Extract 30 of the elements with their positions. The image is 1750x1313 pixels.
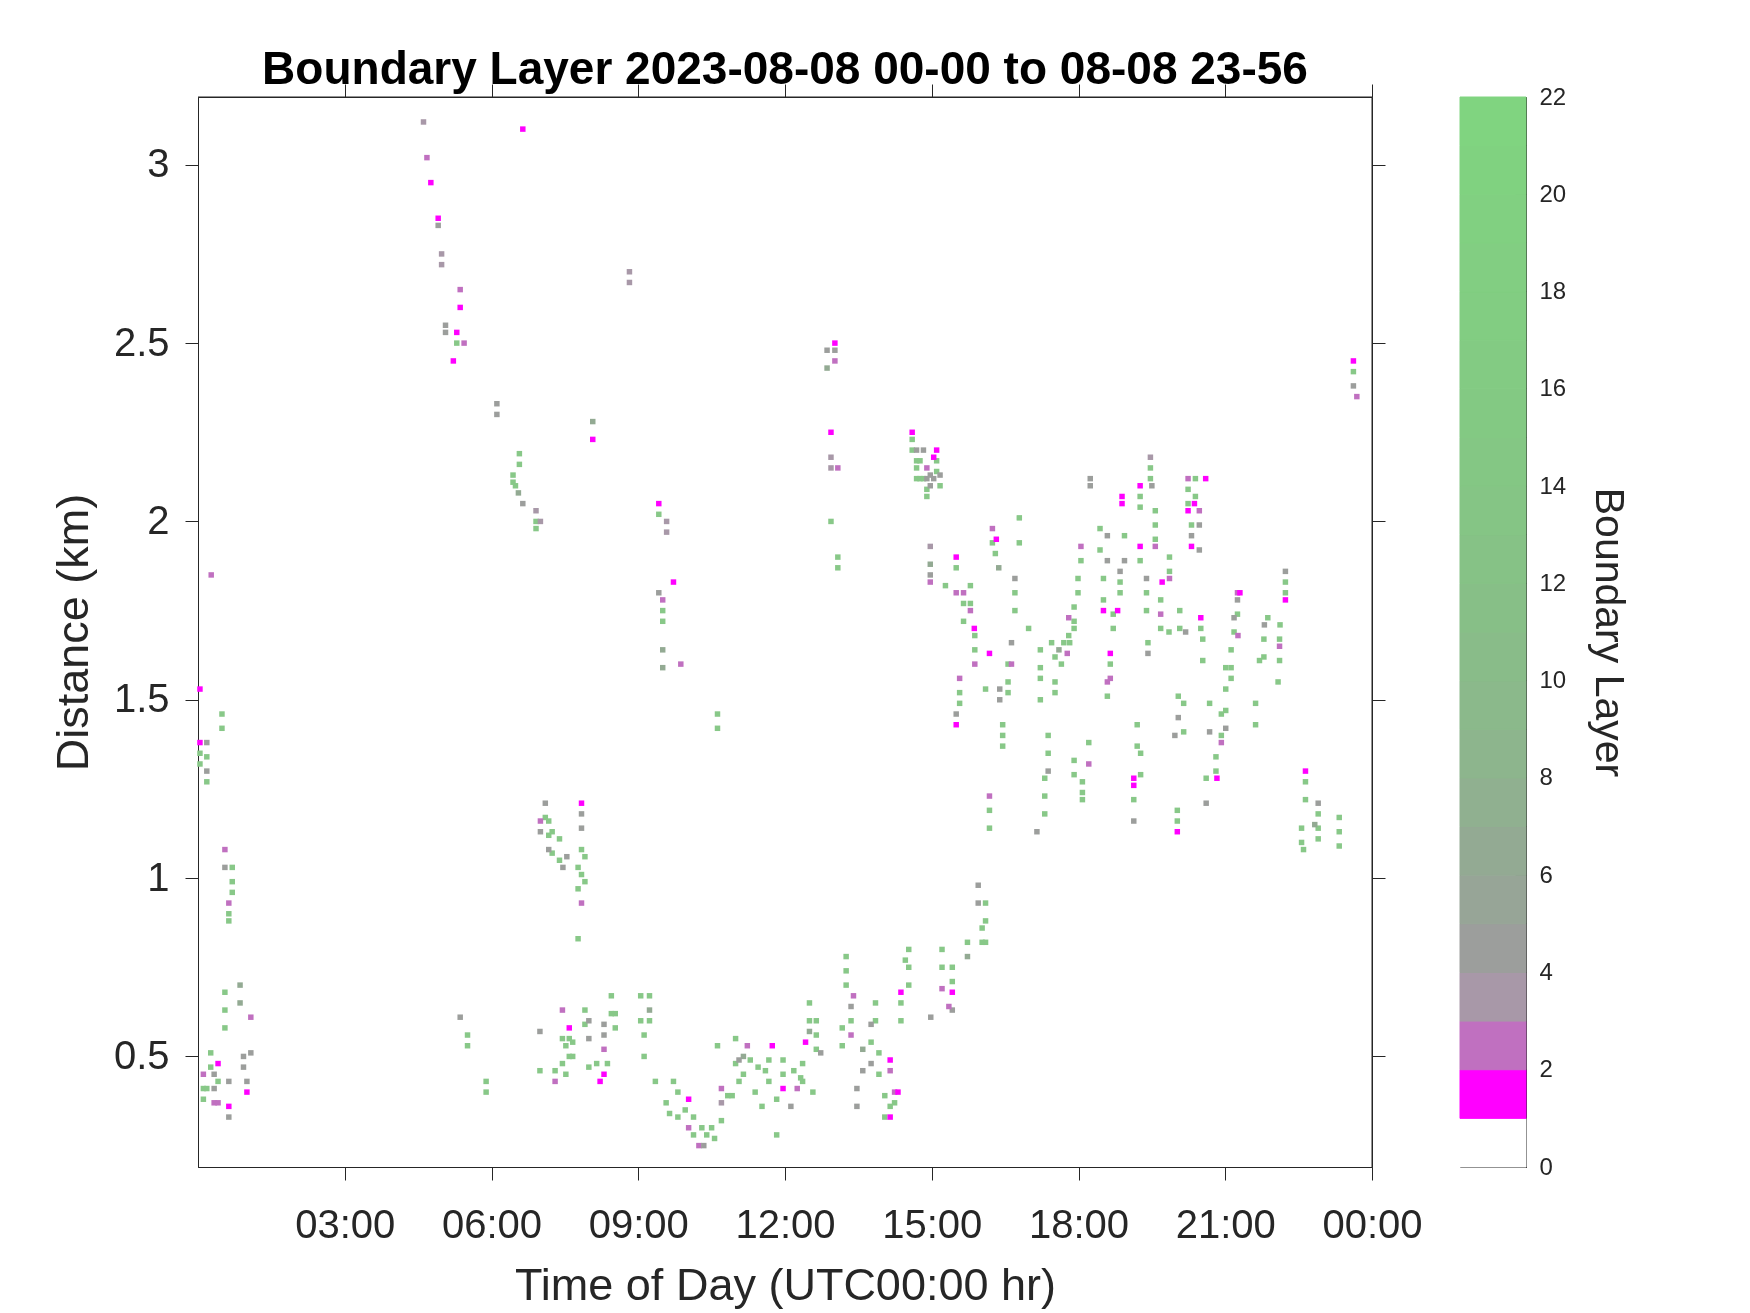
- x-tick-label: 06:00: [441, 1201, 543, 1246]
- color-bar-label: 8: [1539, 763, 1553, 791]
- y-tick-label: 2.5: [113, 319, 170, 364]
- x-tick-label: 15:00: [882, 1201, 983, 1246]
- color-bar-label: 14: [1539, 471, 1567, 499]
- x-tick-label: 12:00: [735, 1201, 836, 1246]
- color-bar-title: Boundary Layer: [1587, 487, 1634, 778]
- color-bar-label: 6: [1539, 860, 1553, 888]
- color-bar-label: 12: [1539, 568, 1567, 596]
- color-bar-label: 18: [1539, 277, 1567, 305]
- color-bar-label: 16: [1539, 374, 1567, 402]
- y-tick-label: 1.5: [113, 676, 170, 721]
- color-bar-label: 2: [1539, 1055, 1553, 1083]
- color-bar-label: 20: [1539, 179, 1567, 207]
- color-bar-label: 0: [1539, 1152, 1553, 1180]
- x-tick-label: 00:00: [1322, 1201, 1423, 1246]
- y-tick-label: 3: [147, 141, 170, 186]
- color-bar-label: 22: [1539, 82, 1567, 110]
- x-tick-label: 18:00: [1028, 1201, 1130, 1246]
- color-bar-label: 4: [1539, 957, 1553, 985]
- x-axis-title: Time of Day (UTC00:00 hr): [515, 1258, 1056, 1310]
- x-tick-label: 21:00: [1175, 1201, 1276, 1246]
- y-axis-title: Distance (km): [46, 493, 98, 772]
- y-tick-label: 0.5: [113, 1032, 170, 1077]
- y-tick-label: 1: [147, 854, 170, 899]
- y-tick-label: 2: [147, 497, 170, 542]
- chart-title: Boundary Layer 2023-08-08 00-00 to 08-08 23-56: [262, 41, 1308, 94]
- color-bar-label: 10: [1539, 666, 1567, 694]
- x-tick-label: 03:00: [295, 1201, 396, 1246]
- x-tick-label: 09:00: [588, 1201, 689, 1246]
